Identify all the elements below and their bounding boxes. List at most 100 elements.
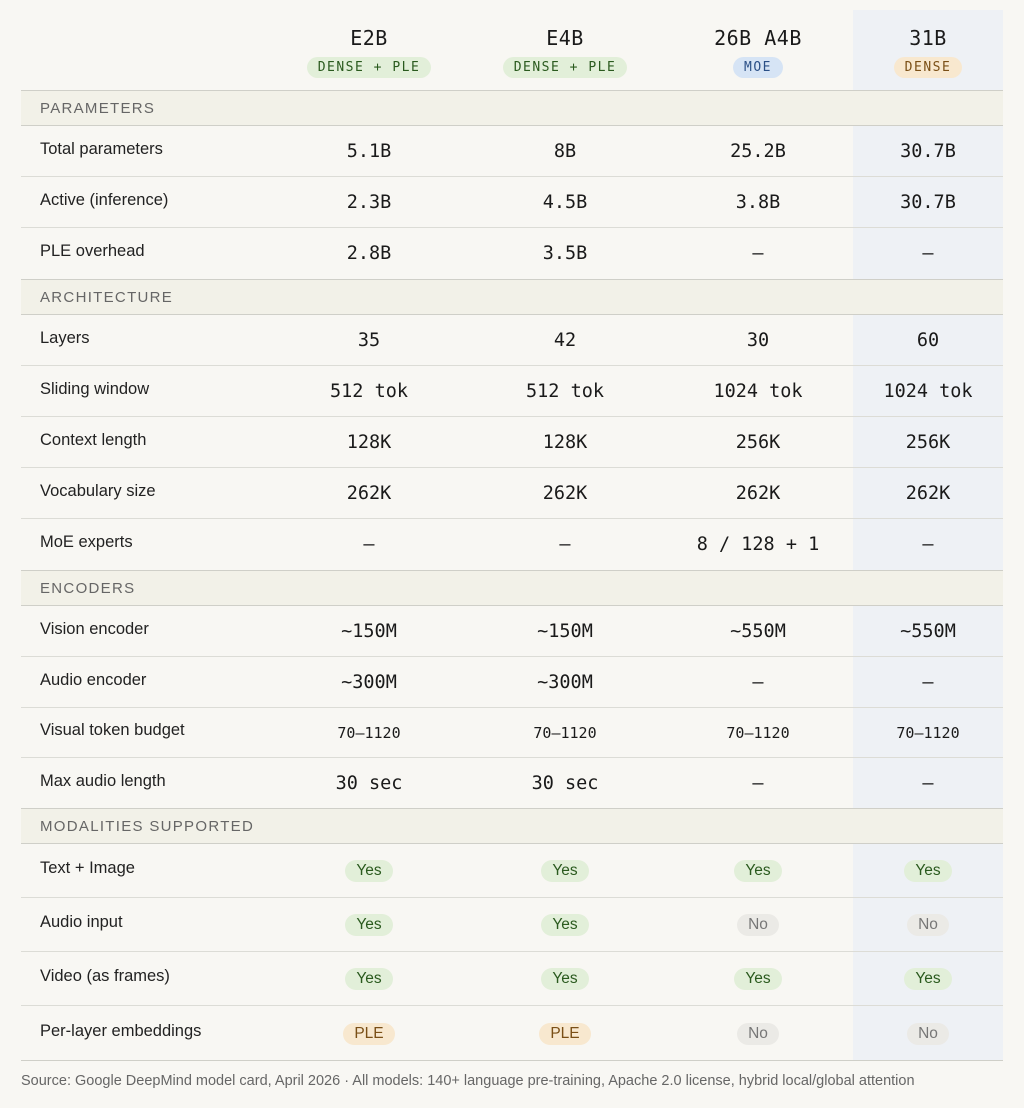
table-cell: 2.8B: [346, 243, 392, 264]
table-cell: Yes: [663, 967, 853, 990]
model-name: 31B: [909, 26, 947, 50]
table-cell: No: [853, 913, 1003, 936]
row-label: Per-layer embeddings: [40, 1021, 202, 1040]
architecture-tag: DENSE: [893, 57, 963, 78]
table-cell: 30.7B: [900, 191, 956, 213]
model-name: E2B: [350, 26, 388, 50]
section-header: MODALITIES SUPPORTED: [21, 808, 1003, 844]
table-cell: ~550M: [730, 620, 786, 642]
table-row: Audio encoder ~300M ~300M — —: [21, 657, 1003, 708]
table-cell: —: [922, 671, 934, 693]
column-header-31b: 31B DENSE: [853, 22, 1003, 78]
table-cell: 60: [916, 329, 940, 351]
section-title: PARAMETERS: [40, 99, 156, 117]
row-label: Visual token budget: [40, 721, 185, 739]
model-name: 26B A4B: [714, 26, 802, 50]
table-cell: No: [663, 913, 853, 936]
table-row: MoE experts — — 8 / 128 + 1 —: [21, 519, 1003, 570]
architecture-tag: DENSE + PLE: [502, 57, 628, 78]
section-header: ARCHITECTURE: [21, 279, 1003, 315]
table-cell: No: [853, 1022, 1003, 1045]
row-label: Vocabulary size: [40, 481, 156, 500]
table-cell: —: [922, 772, 934, 794]
table-cell: 70–1120: [533, 723, 597, 742]
yes-badge: Yes: [345, 914, 393, 936]
table-cell: PLE: [467, 1022, 663, 1045]
table-row: Max audio length 30 sec 30 sec — —: [21, 758, 1003, 808]
section-title: ARCHITECTURE: [40, 288, 174, 306]
table-cell: Yes: [271, 913, 467, 936]
table-cell: —: [363, 534, 375, 555]
table-bottom-rule: [21, 1060, 1003, 1061]
ple-badge: PLE: [539, 1022, 591, 1045]
table-row: Audio input Yes Yes No No: [21, 898, 1003, 952]
table-row: Total parameters 5.1B 8B 25.2B 30.7B: [21, 126, 1003, 177]
table-cell: 30 sec: [531, 772, 599, 794]
column-header-e2b: E2B DENSE + PLE: [271, 22, 467, 78]
row-label: Context length: [40, 430, 147, 449]
row-label: MoE experts: [40, 533, 133, 551]
column-header-26b-a4b: 26B A4B MOE: [663, 22, 853, 78]
table-cell: ~300M: [537, 671, 593, 693]
table-cell: 8B: [553, 140, 577, 162]
table-cell: ~550M: [900, 620, 956, 642]
table-cell: 42: [553, 329, 577, 351]
table-cell: Yes: [853, 967, 1003, 990]
table-cell: Yes: [271, 967, 467, 990]
no-badge: No: [907, 914, 949, 936]
table-cell: 256K: [735, 431, 781, 453]
table-cell: 262K: [735, 482, 781, 504]
yes-badge: Yes: [345, 968, 393, 990]
table-cell: —: [922, 243, 934, 264]
table-cell: Yes: [467, 967, 663, 990]
row-label: Active (inference): [40, 190, 169, 209]
table-row: Video (as frames) Yes Yes Yes Yes: [21, 952, 1003, 1006]
section-title: MODALITIES SUPPORTED: [40, 817, 255, 835]
row-label: Text + Image: [40, 859, 135, 877]
table-cell: 512 tok: [526, 380, 604, 402]
no-badge: No: [737, 1022, 779, 1045]
table-row: Sliding window 512 tok 512 tok 1024 tok 1024…: [21, 366, 1003, 417]
table-cell: 70–1120: [337, 723, 401, 742]
ple-badge: PLE: [343, 1022, 395, 1045]
table-cell: ~300M: [341, 671, 397, 693]
table-cell: Yes: [467, 859, 663, 882]
row-label: Sliding window: [40, 379, 150, 398]
table-cell: ~150M: [341, 620, 397, 642]
table-row: Visual token budget 70–1120 70–1120 70–1120…: [21, 708, 1003, 758]
highlight-column-31b: [853, 10, 1003, 1061]
no-badge: No: [907, 1022, 949, 1045]
table-cell: 262K: [905, 482, 951, 504]
table-cell: 256K: [905, 431, 951, 453]
table-cell: —: [752, 772, 764, 794]
table-cell: 3.5B: [542, 243, 588, 264]
table-cell: 3.8B: [735, 191, 781, 213]
row-label: Layers: [40, 328, 90, 347]
row-label: Audio encoder: [40, 670, 147, 689]
table-cell: 5.1B: [346, 140, 392, 162]
table-cell: Yes: [663, 859, 853, 882]
table-cell: Yes: [271, 859, 467, 882]
yes-badge: Yes: [541, 860, 589, 882]
header-row: E2B DENSE + PLE E4B DENSE + PLE 26B A4B …: [21, 10, 1003, 90]
row-label: Video (as frames): [40, 967, 170, 985]
table-cell: PLE: [271, 1022, 467, 1045]
table-cell: 30 sec: [335, 772, 403, 794]
table-cell: 30.7B: [900, 140, 956, 162]
architecture-tag: DENSE + PLE: [306, 57, 432, 78]
yes-badge: Yes: [904, 860, 952, 882]
row-label: Total parameters: [40, 139, 163, 158]
table-cell: 262K: [346, 482, 392, 504]
table-cell: 70–1120: [896, 723, 960, 742]
section-title: ENCODERS: [40, 579, 136, 597]
table-row: Vision encoder ~150M ~150M ~550M ~550M: [21, 606, 1003, 657]
table-cell: 30: [746, 329, 770, 351]
table-cell: 512 tok: [330, 380, 408, 402]
table-cell: Yes: [467, 913, 663, 936]
table-cell: 128K: [346, 431, 392, 453]
table-cell: 1024 tok: [883, 380, 973, 402]
model-comparison-table: E2B DENSE + PLE E4B DENSE + PLE 26B A4B …: [21, 10, 1003, 1061]
table-row: Text + Image Yes Yes Yes Yes: [21, 844, 1003, 898]
table-cell: —: [922, 534, 934, 555]
model-name: E4B: [546, 26, 584, 50]
